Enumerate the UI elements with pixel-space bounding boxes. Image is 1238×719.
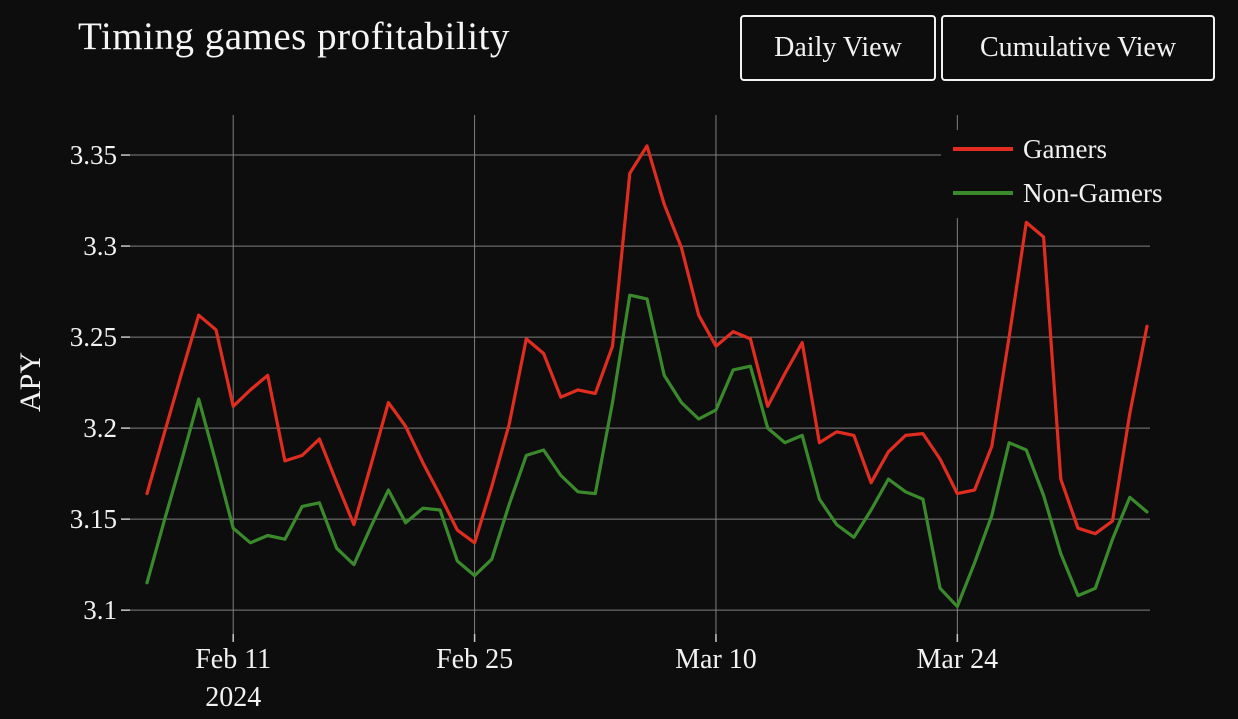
xtick-label-Mar 24: Mar 24 xyxy=(917,644,999,675)
series-line-gamers xyxy=(145,144,1149,545)
y-axis-label: APY xyxy=(14,352,47,412)
xtick-label-Feb 25: Feb 25 xyxy=(436,644,513,675)
cumulative-view-button[interactable]: Cumulative View xyxy=(941,15,1215,81)
xtick-label-Feb 11: Feb 11 xyxy=(195,644,271,675)
xaxis-year-label: 2024 xyxy=(205,682,261,713)
ytick-label-3.35: 3.35 xyxy=(70,140,117,170)
page-title: Timing games profitability xyxy=(78,15,510,58)
ytick-label-3.15: 3.15 xyxy=(70,504,117,534)
ytick-label-3.1: 3.1 xyxy=(83,595,117,625)
daily-view-button[interactable]: Daily View xyxy=(740,15,936,81)
ytick-label-3.3: 3.3 xyxy=(83,231,117,261)
legend-label-non-gamers: Non-Gamers xyxy=(1023,178,1162,208)
legend-background xyxy=(941,130,1191,218)
legend-label-gamers: Gamers xyxy=(1023,134,1107,164)
ytick-label-3.25: 3.25 xyxy=(70,322,117,352)
ytick-label-3.2: 3.2 xyxy=(83,413,117,443)
series-line-non-gamers xyxy=(145,293,1149,609)
xtick-label-Mar 10: Mar 10 xyxy=(675,644,757,675)
